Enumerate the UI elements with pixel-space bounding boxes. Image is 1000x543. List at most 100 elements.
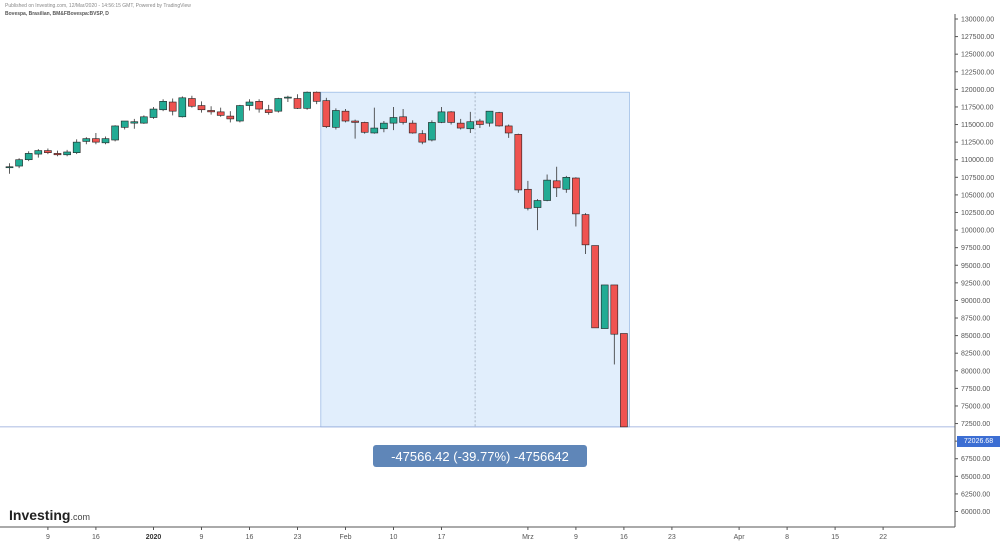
candle-body: [360, 122, 369, 133]
x-tick-label: 2020: [146, 534, 162, 541]
candle-body: [264, 109, 273, 113]
y-tick-label: 125000.00: [961, 52, 994, 59]
y-tick-label: 105000.00: [961, 192, 994, 199]
measurement-label: -47566.42 (-39.77%) -4756642: [373, 445, 587, 467]
candle-body: [543, 179, 551, 201]
x-tick-label: 9: [46, 534, 50, 541]
y-tick-label: 72500.00: [961, 421, 990, 428]
candle-body: [312, 91, 321, 102]
y-tick-label: 85000.00: [961, 333, 990, 340]
candle-body: [418, 133, 427, 143]
symbol-title: Bovespa, Brasilian, BM&FBovespa:BVSP, D: [5, 11, 109, 17]
candle-body: [197, 105, 206, 111]
candle-body: [524, 188, 532, 209]
candle-body: [485, 110, 494, 124]
y-tick-label: 120000.00: [961, 87, 994, 94]
logo-suffix: .com: [70, 512, 90, 522]
candle-body: [303, 91, 311, 109]
x-tick-label: 22: [879, 534, 887, 541]
y-tick-label: 117500.00: [961, 104, 994, 111]
candle-body: [581, 214, 590, 246]
candle-body: [44, 150, 52, 153]
y-tick-label: 62500.00: [961, 491, 990, 498]
candle-body: [140, 116, 148, 124]
candle-body: [24, 153, 33, 161]
candle-body: [120, 120, 129, 128]
y-tick-label: 87500.00: [961, 316, 990, 323]
y-tick-label: 107500.00: [961, 175, 994, 182]
candle-body: [53, 153, 62, 156]
x-tick-label: 16: [620, 534, 628, 541]
candle-body: [466, 121, 475, 130]
x-tick-label: 16: [246, 534, 254, 541]
x-tick-label: 16: [92, 534, 100, 541]
candle-body: [216, 111, 225, 116]
y-tick-label: 67500.00: [961, 456, 990, 463]
investing-logo: Investing.com: [9, 507, 90, 523]
y-tick-label: 90000.00: [961, 298, 990, 305]
x-tick-label: Apr: [734, 534, 746, 541]
measure-region: [320, 91, 630, 428]
candle-body: [456, 122, 465, 129]
y-tick-label: 75000.00: [961, 403, 990, 410]
candle-body: [389, 117, 398, 124]
candle-body: [504, 125, 513, 134]
candles-layer: [5, 91, 628, 428]
candle-body: [380, 122, 388, 130]
candle-body: [63, 151, 71, 156]
y-tick-label: 77500.00: [961, 386, 990, 393]
y-tick-label: 95000.00: [961, 263, 990, 270]
y-tick-label: 65000.00: [961, 474, 990, 481]
y-tick-label: 130000.00: [961, 17, 994, 24]
candle-body: [514, 134, 523, 191]
x-tick-label: Feb: [339, 534, 351, 541]
candle-body: [188, 98, 196, 107]
candle-body: [332, 110, 340, 128]
candle-body: [168, 101, 177, 112]
candle-body: [399, 116, 407, 123]
candle-body: [322, 100, 331, 127]
candle-body: [533, 200, 542, 208]
candle-body: [5, 166, 14, 169]
candle-body: [207, 110, 215, 113]
candle-body: [351, 120, 359, 123]
y-tick-label: 122500.00: [961, 69, 994, 76]
y-tick-label: 112500.00: [961, 140, 994, 147]
x-tick-label: Mrz: [522, 534, 534, 541]
candle-body: [101, 138, 110, 144]
last-price-label: 72026.68: [957, 436, 1000, 447]
published-info: Published on Investing.com, 12/Mar/2020 …: [5, 3, 191, 9]
y-tick-label: 60000.00: [961, 509, 990, 516]
y-tick-label: 80000.00: [961, 368, 990, 375]
y-tick-label: 92500.00: [961, 280, 990, 287]
candle-body: [82, 138, 91, 142]
candle-body: [284, 96, 292, 99]
measure-layer: [0, 91, 955, 428]
candle-body: [34, 150, 43, 155]
x-tick-label: 10: [390, 534, 398, 541]
y-tick-label: 102500.00: [961, 210, 994, 217]
candle-body: [408, 122, 417, 134]
x-tick-label: 8: [785, 534, 789, 541]
candle-body: [562, 177, 571, 190]
x-tick-label: 17: [438, 534, 446, 541]
candle-body: [495, 112, 503, 127]
x-tick-label: 9: [200, 534, 204, 541]
candle-body: [600, 284, 609, 329]
y-tick-label: 100000.00: [961, 228, 994, 235]
candle-body: [255, 101, 263, 110]
y-tick-label: 97500.00: [961, 245, 990, 252]
candle-body: [447, 111, 455, 123]
candle-body: [274, 98, 283, 112]
y-tick-label: 115000.00: [961, 122, 994, 129]
x-tick-label: 23: [668, 534, 676, 541]
candle-body: [72, 141, 81, 153]
candle-body: [552, 180, 561, 189]
candle-body: [178, 97, 187, 118]
y-tick-label: 127500.00: [961, 34, 994, 41]
candle-body: [111, 125, 119, 141]
candle-body: [245, 101, 254, 106]
candle-body: [437, 111, 446, 123]
candle-body: [92, 138, 100, 143]
